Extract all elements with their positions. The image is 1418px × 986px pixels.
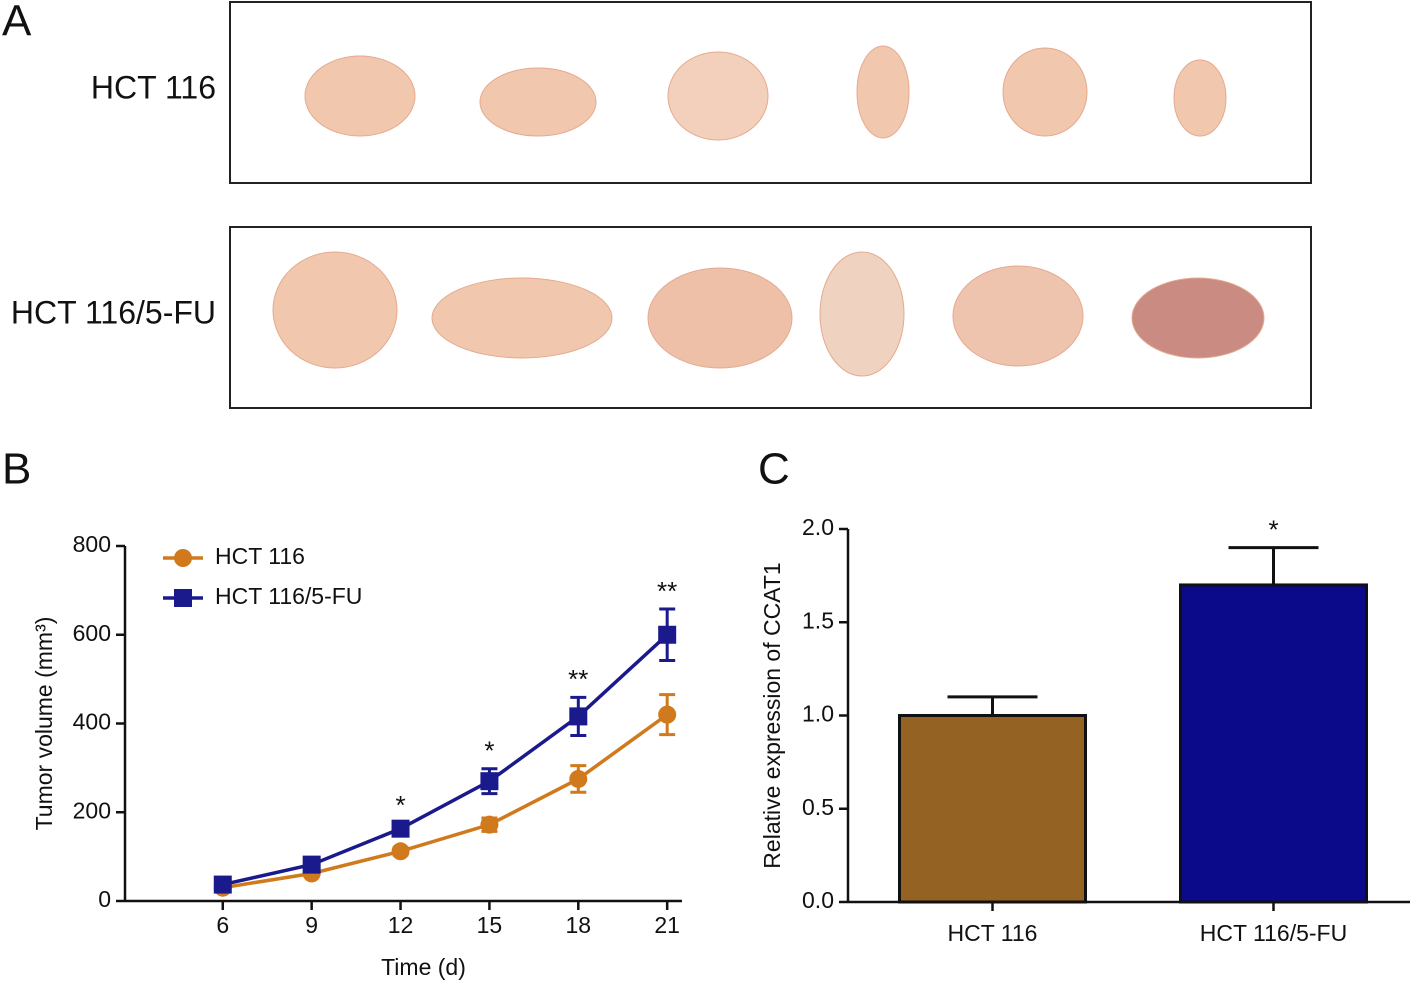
panel-label: C	[758, 445, 790, 494]
significance: *	[484, 736, 494, 766]
panel-label: B	[2, 445, 31, 494]
legend-marker	[174, 589, 192, 607]
y-tick-label: 2.0	[802, 514, 834, 540]
photo-panel: HCT 116 HCT 116/5-FU	[11, 1, 1312, 409]
y-axis-label: Relative expression of CCAT1	[759, 562, 785, 868]
y-tick-label: 0.5	[802, 794, 834, 820]
x-tick-label: 9	[305, 912, 318, 938]
marker	[302, 855, 321, 874]
tumor-photos	[272, 45, 1265, 377]
y-tick-label: 200	[73, 797, 111, 823]
x-tick-label: 18	[566, 912, 592, 938]
x-tick-label: HCT 116	[948, 920, 1038, 946]
series-line	[222, 713, 669, 890]
marker	[213, 875, 232, 894]
bar	[898, 714, 1087, 904]
x-tick-label: 6	[216, 912, 229, 938]
x-tick-label: 12	[388, 912, 414, 938]
row-label: HCT 116/5-FU	[11, 294, 216, 330]
bar	[1179, 583, 1368, 904]
significance: **	[657, 576, 677, 606]
significance: *	[1268, 515, 1278, 545]
panel-label: A	[2, 0, 32, 46]
y-tick-label: 1.5	[802, 607, 834, 633]
y-tick-label: 600	[73, 620, 111, 646]
y-tick-label: 400	[73, 709, 111, 735]
marker	[658, 625, 677, 644]
x-axis-label: Time (d)	[381, 954, 466, 980]
legend-marker	[174, 549, 192, 567]
y-tick-label: 0	[98, 886, 111, 912]
marker	[480, 772, 499, 791]
marker	[658, 705, 677, 724]
x-tick-label: 21	[654, 912, 680, 938]
x-tick-label: HCT 116/5-FU	[1200, 920, 1347, 946]
marker	[480, 815, 499, 834]
marker	[391, 819, 410, 838]
y-tick-label: 800	[73, 531, 111, 557]
marker	[569, 769, 588, 788]
y-tick-label: 0.0	[802, 887, 834, 913]
error-bar	[947, 695, 1038, 716]
series-line	[222, 633, 669, 887]
significance: *	[395, 790, 405, 820]
error-bar	[1228, 546, 1319, 585]
y-tick-label: 1.0	[802, 701, 834, 727]
legend-label: HCT 116	[215, 543, 305, 569]
y-axis-label: Tumor volume (mm³)	[31, 617, 57, 831]
marker	[569, 707, 588, 726]
row-label: HCT 116	[91, 69, 216, 105]
significance: **	[568, 664, 588, 694]
marker	[391, 842, 410, 861]
x-tick-label: 15	[477, 912, 503, 938]
legend-label: HCT 116/5-FU	[215, 583, 362, 609]
